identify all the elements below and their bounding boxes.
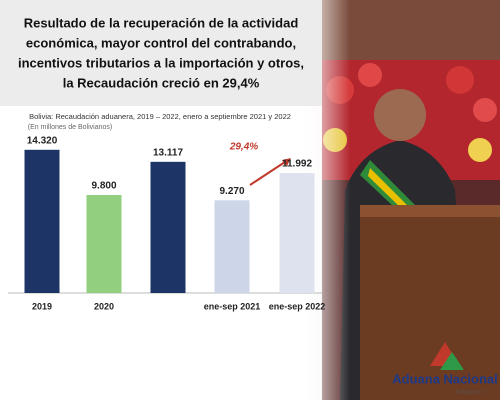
x-tick-label: ene-sep 2022 bbox=[269, 301, 326, 311]
value-label: 9.800 bbox=[91, 181, 116, 192]
growth-arrow bbox=[249, 159, 289, 186]
value-label: 9.270 bbox=[219, 186, 244, 197]
logo: Aduana Nacional Trabaja por ti bbox=[392, 342, 498, 395]
photo bbox=[300, 0, 500, 400]
value-label: 14.320 bbox=[27, 135, 58, 146]
header-line: incentivos tributarios a la importación … bbox=[18, 55, 304, 70]
value-label: 13.117 bbox=[153, 147, 183, 158]
header-line: la Recaudación creció en 29,4% bbox=[63, 75, 260, 90]
x-tick-label: ene-sep 2021 bbox=[204, 301, 261, 311]
chart-title: Bolivia: Recaudación aduanera, 2019 – 20… bbox=[29, 112, 291, 121]
bar bbox=[279, 173, 315, 293]
bar bbox=[86, 195, 122, 293]
bar bbox=[214, 200, 250, 293]
header: Resultado de la recuperación de la activ… bbox=[18, 15, 304, 90]
header-line: económica, mayor control del contrabando… bbox=[26, 35, 296, 50]
chart-subtitle: (En millones de Bolivianos) bbox=[28, 124, 112, 131]
annotation: 29,4% bbox=[229, 142, 258, 153]
x-tick-label: 2019 bbox=[32, 301, 52, 311]
header-line: Resultado de la recuperación de la activ… bbox=[24, 15, 299, 30]
logo-tagline: Trabaja por ti bbox=[455, 389, 484, 395]
arrow-head bbox=[282, 158, 291, 166]
bar bbox=[150, 161, 186, 293]
value-label: 11.992 bbox=[282, 159, 312, 170]
x-tick-label: 2020 bbox=[94, 301, 114, 311]
header-box bbox=[0, 0, 322, 106]
bar bbox=[24, 149, 60, 293]
logo-name: Aduana Nacional bbox=[392, 371, 497, 386]
